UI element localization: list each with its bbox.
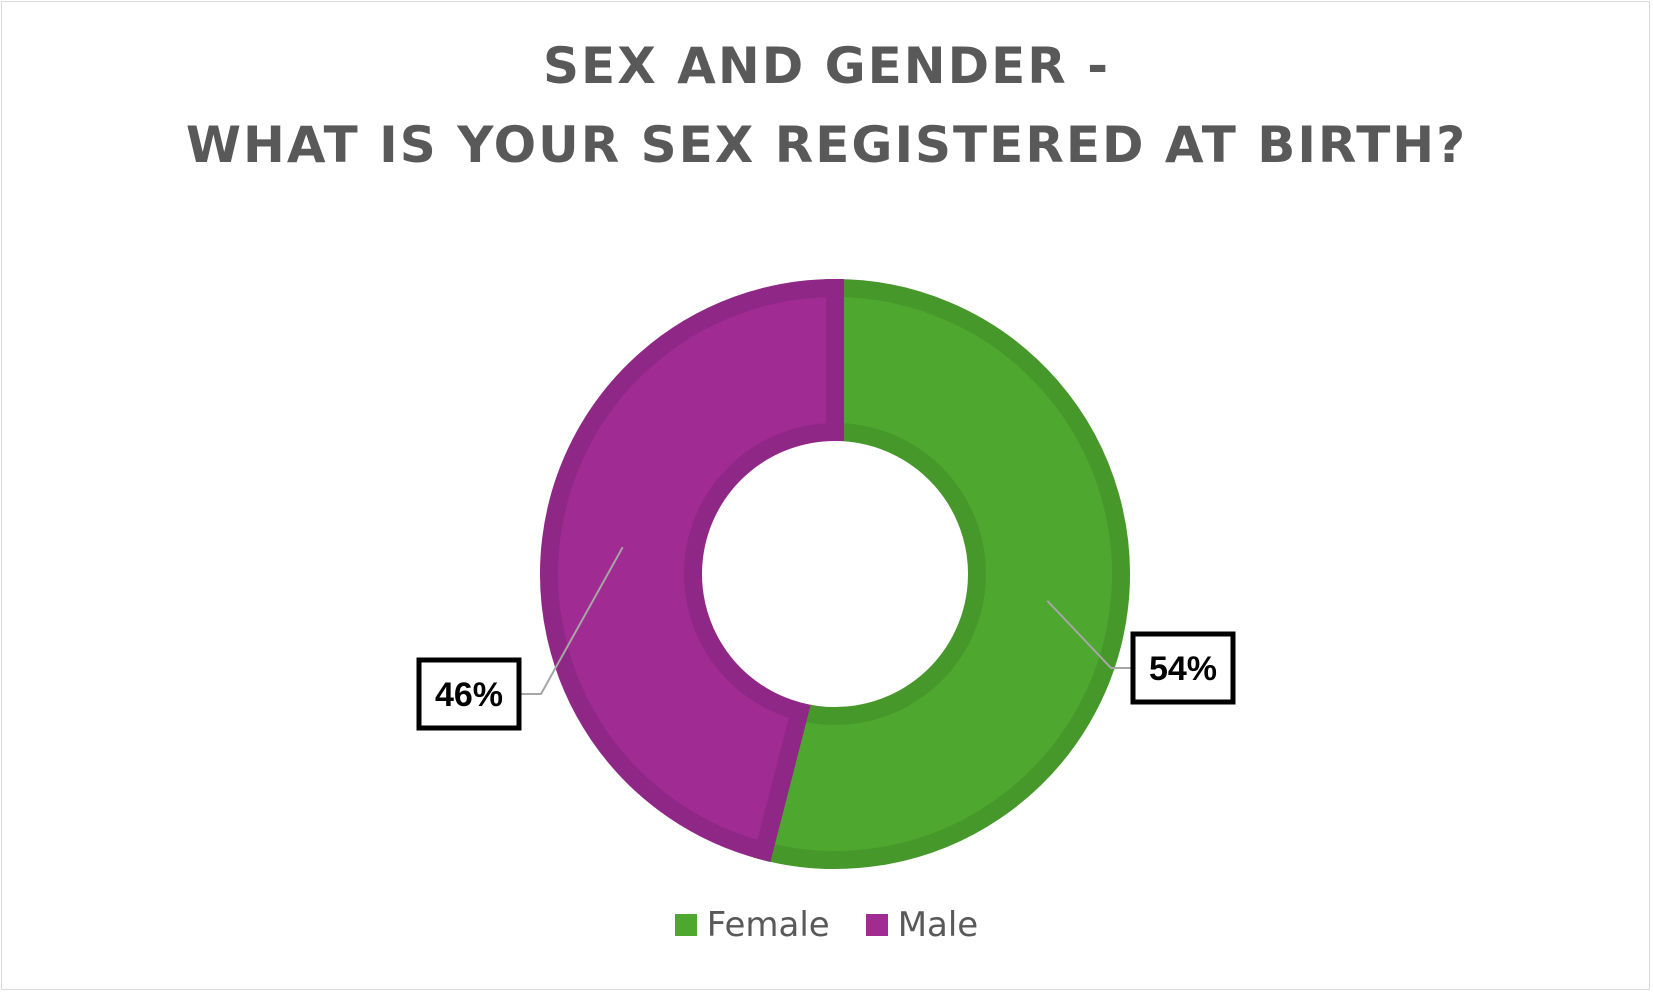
legend-label-male: Male [897, 905, 979, 945]
data-label-text: 46% [435, 676, 503, 714]
leader-line-male [519, 546, 624, 695]
data-label-female: 54% [1130, 631, 1236, 705]
legend-swatch-male [865, 914, 888, 936]
chart-title-line-2: WHAT IS YOUR SEX REGISTERED AT BIRTH? [185, 116, 1468, 174]
data-label-male: 46% [416, 657, 522, 731]
legend-label-female: Female [706, 905, 830, 945]
data-label-box [416, 657, 522, 731]
leader-line-female [1046, 600, 1133, 669]
donut-slice-fill-female [777, 306, 1103, 842]
legend-item-female: Female [674, 905, 830, 945]
data-label-text: 54% [1149, 650, 1217, 688]
legend: Female Male [0, 905, 1653, 945]
data-label-box [1130, 631, 1236, 705]
legend-swatch-female [674, 914, 697, 936]
donut-slice-fill-male [567, 306, 826, 832]
chart-title-line-1: SEX AND GENDER - [543, 37, 1110, 95]
legend-item-male: Male [865, 905, 979, 945]
